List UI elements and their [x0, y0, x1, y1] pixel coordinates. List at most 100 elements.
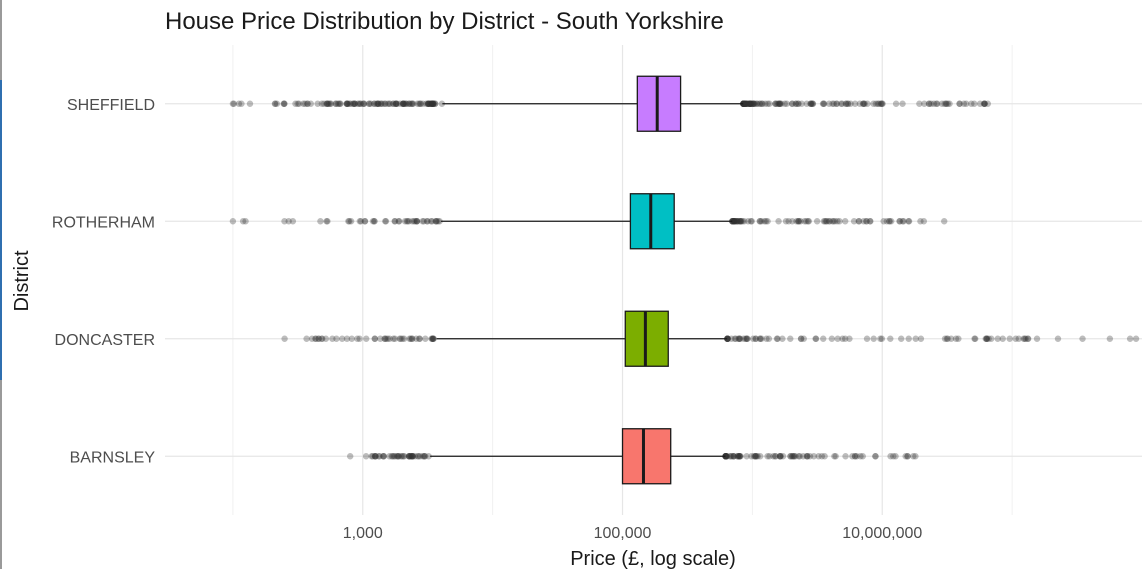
outlier-point [833, 100, 840, 107]
outlier-point [842, 453, 849, 460]
outlier-point [419, 218, 426, 225]
outlier-point [776, 453, 784, 460]
outlier-point [724, 335, 731, 342]
outlier-point [409, 453, 416, 460]
outlier-point [942, 100, 950, 107]
outlier-point [409, 453, 417, 460]
outlier-point [409, 100, 416, 107]
outlier-point [242, 218, 249, 225]
outlier-point [879, 100, 886, 107]
outlier-point [846, 335, 853, 342]
outlier-point [984, 100, 992, 107]
outlier-point [743, 335, 751, 342]
outlier-point [400, 100, 407, 107]
outlier-point [382, 335, 390, 342]
outlier-point [405, 100, 413, 107]
outlier-point [754, 100, 761, 107]
outlier-point [281, 218, 288, 225]
outlier-point [747, 100, 755, 107]
outlier-point [722, 453, 729, 460]
outlier-point [752, 335, 760, 342]
outlier-point [425, 453, 432, 460]
outlier-point [392, 100, 399, 107]
outlier-point [407, 453, 414, 460]
outlier-point [327, 100, 335, 107]
outlier-point [795, 218, 802, 225]
outlier-point [850, 218, 858, 225]
outlier-point [756, 335, 764, 342]
outlier-point [431, 100, 439, 107]
outlier-point [411, 453, 419, 460]
outlier-point [921, 100, 928, 107]
outlier-point [1132, 335, 1140, 342]
outlier-point [413, 218, 421, 225]
outlier-point [736, 453, 743, 460]
outlier-point [724, 335, 731, 342]
outlier-point [830, 218, 837, 225]
outlier-point [369, 453, 376, 460]
outlier-point [386, 453, 393, 460]
outlier-point [438, 100, 446, 107]
outlier-point [408, 100, 416, 107]
outlier-point [859, 453, 866, 460]
outlier-point [432, 100, 439, 107]
outlier-point [772, 100, 779, 107]
outlier-point [746, 100, 753, 107]
outlier-point [740, 335, 747, 342]
outlier-point [981, 100, 988, 107]
outlier-point [371, 453, 379, 460]
outlier-point [743, 100, 750, 107]
outlier-point [756, 218, 763, 225]
outlier-point [729, 218, 736, 225]
outlier-point [343, 100, 351, 107]
outlier-point [740, 100, 747, 107]
outlier-point [425, 100, 432, 107]
outlier-point [776, 453, 784, 460]
outlier-point [281, 100, 288, 107]
outlier-point [722, 453, 729, 460]
outlier-point [825, 218, 833, 225]
outlier-point [829, 100, 836, 107]
outlier-point [878, 335, 886, 342]
outlier-point [422, 453, 429, 460]
outlier-point [825, 100, 833, 107]
outlier-point [749, 335, 757, 342]
outlier-point [883, 218, 891, 225]
outlier-point [729, 218, 736, 225]
outlier-point [837, 100, 845, 107]
outlier-point [406, 335, 413, 342]
outlier-point [776, 100, 783, 107]
outlier-point [324, 218, 331, 225]
outlier-point [381, 335, 388, 342]
outlier-point [920, 218, 928, 225]
outlier-point [357, 100, 364, 107]
outlier-point [426, 100, 434, 107]
outlier-point [400, 100, 407, 107]
outlier-point [347, 100, 354, 107]
outlier-point [841, 335, 849, 342]
outlier-point [731, 218, 738, 225]
outlier-point [877, 335, 884, 342]
outlier-point [344, 100, 351, 107]
outlier-point [375, 453, 383, 460]
outlier-point [323, 218, 330, 225]
outlier-point [386, 335, 393, 342]
outlier-point [730, 453, 737, 460]
outlier-point [742, 335, 749, 342]
outlier-point [944, 335, 951, 342]
outlier-point [972, 335, 979, 342]
outlier-point [349, 100, 357, 107]
outlier-point [885, 218, 893, 225]
outlier-point [742, 100, 750, 107]
outlier-point [307, 100, 314, 107]
outlier-point [734, 218, 741, 225]
outlier-point [861, 100, 868, 107]
outlier-point [272, 100, 279, 107]
outlier-point [789, 100, 796, 107]
outlier-point [317, 218, 324, 225]
outlier-point [746, 100, 753, 107]
outlier-point [416, 335, 423, 342]
outlier-points [229, 100, 1140, 460]
outlier-point [415, 453, 422, 460]
outlier-point [971, 100, 978, 107]
